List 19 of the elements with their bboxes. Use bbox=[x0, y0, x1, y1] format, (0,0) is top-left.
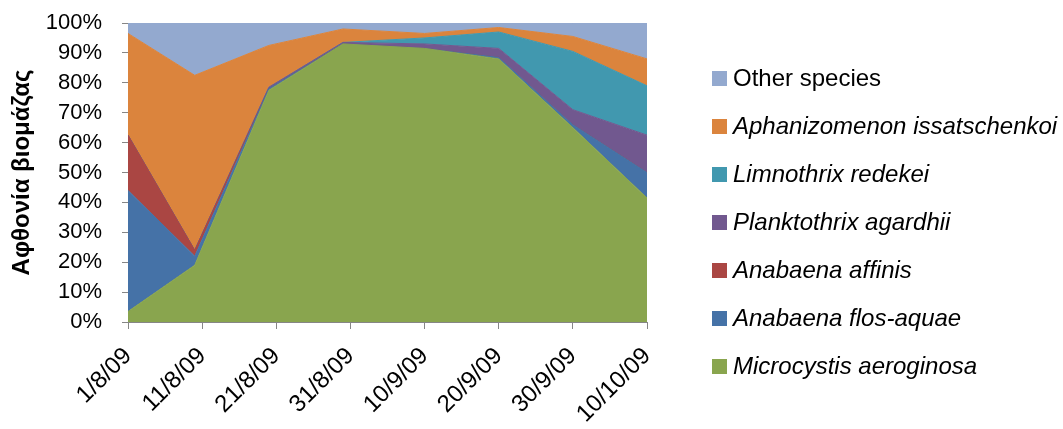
legend-label: Anabaena affinis bbox=[733, 256, 912, 284]
y-tick-label: 30% bbox=[57, 218, 102, 244]
legend-label: Anabaena flos-aquae bbox=[733, 304, 962, 332]
legend-label: Planktothrix agardhii bbox=[733, 208, 951, 236]
y-tick-label: 20% bbox=[57, 248, 102, 274]
y-tick-label: 90% bbox=[57, 38, 102, 64]
y-tick-label: 80% bbox=[57, 68, 102, 94]
y-tick-label: 100% bbox=[45, 9, 102, 35]
y-tick-label: 50% bbox=[57, 158, 102, 184]
y-tick-label: 40% bbox=[57, 188, 102, 214]
legend-label: Microcystis aeroginosa bbox=[733, 352, 978, 380]
y-tick-label: 0% bbox=[70, 308, 102, 334]
legend-label: Aphanizomenon issatschenkoi bbox=[733, 112, 1058, 140]
y-tick-label: 70% bbox=[57, 98, 102, 124]
y-axis-title: Αφθονία βιομάζας bbox=[7, 69, 35, 276]
legend-label: Other species bbox=[733, 64, 882, 92]
y-tick-label: 10% bbox=[57, 278, 102, 304]
y-tick-label: 60% bbox=[57, 128, 102, 154]
legend-label: Limnothrix redekei bbox=[733, 160, 930, 188]
